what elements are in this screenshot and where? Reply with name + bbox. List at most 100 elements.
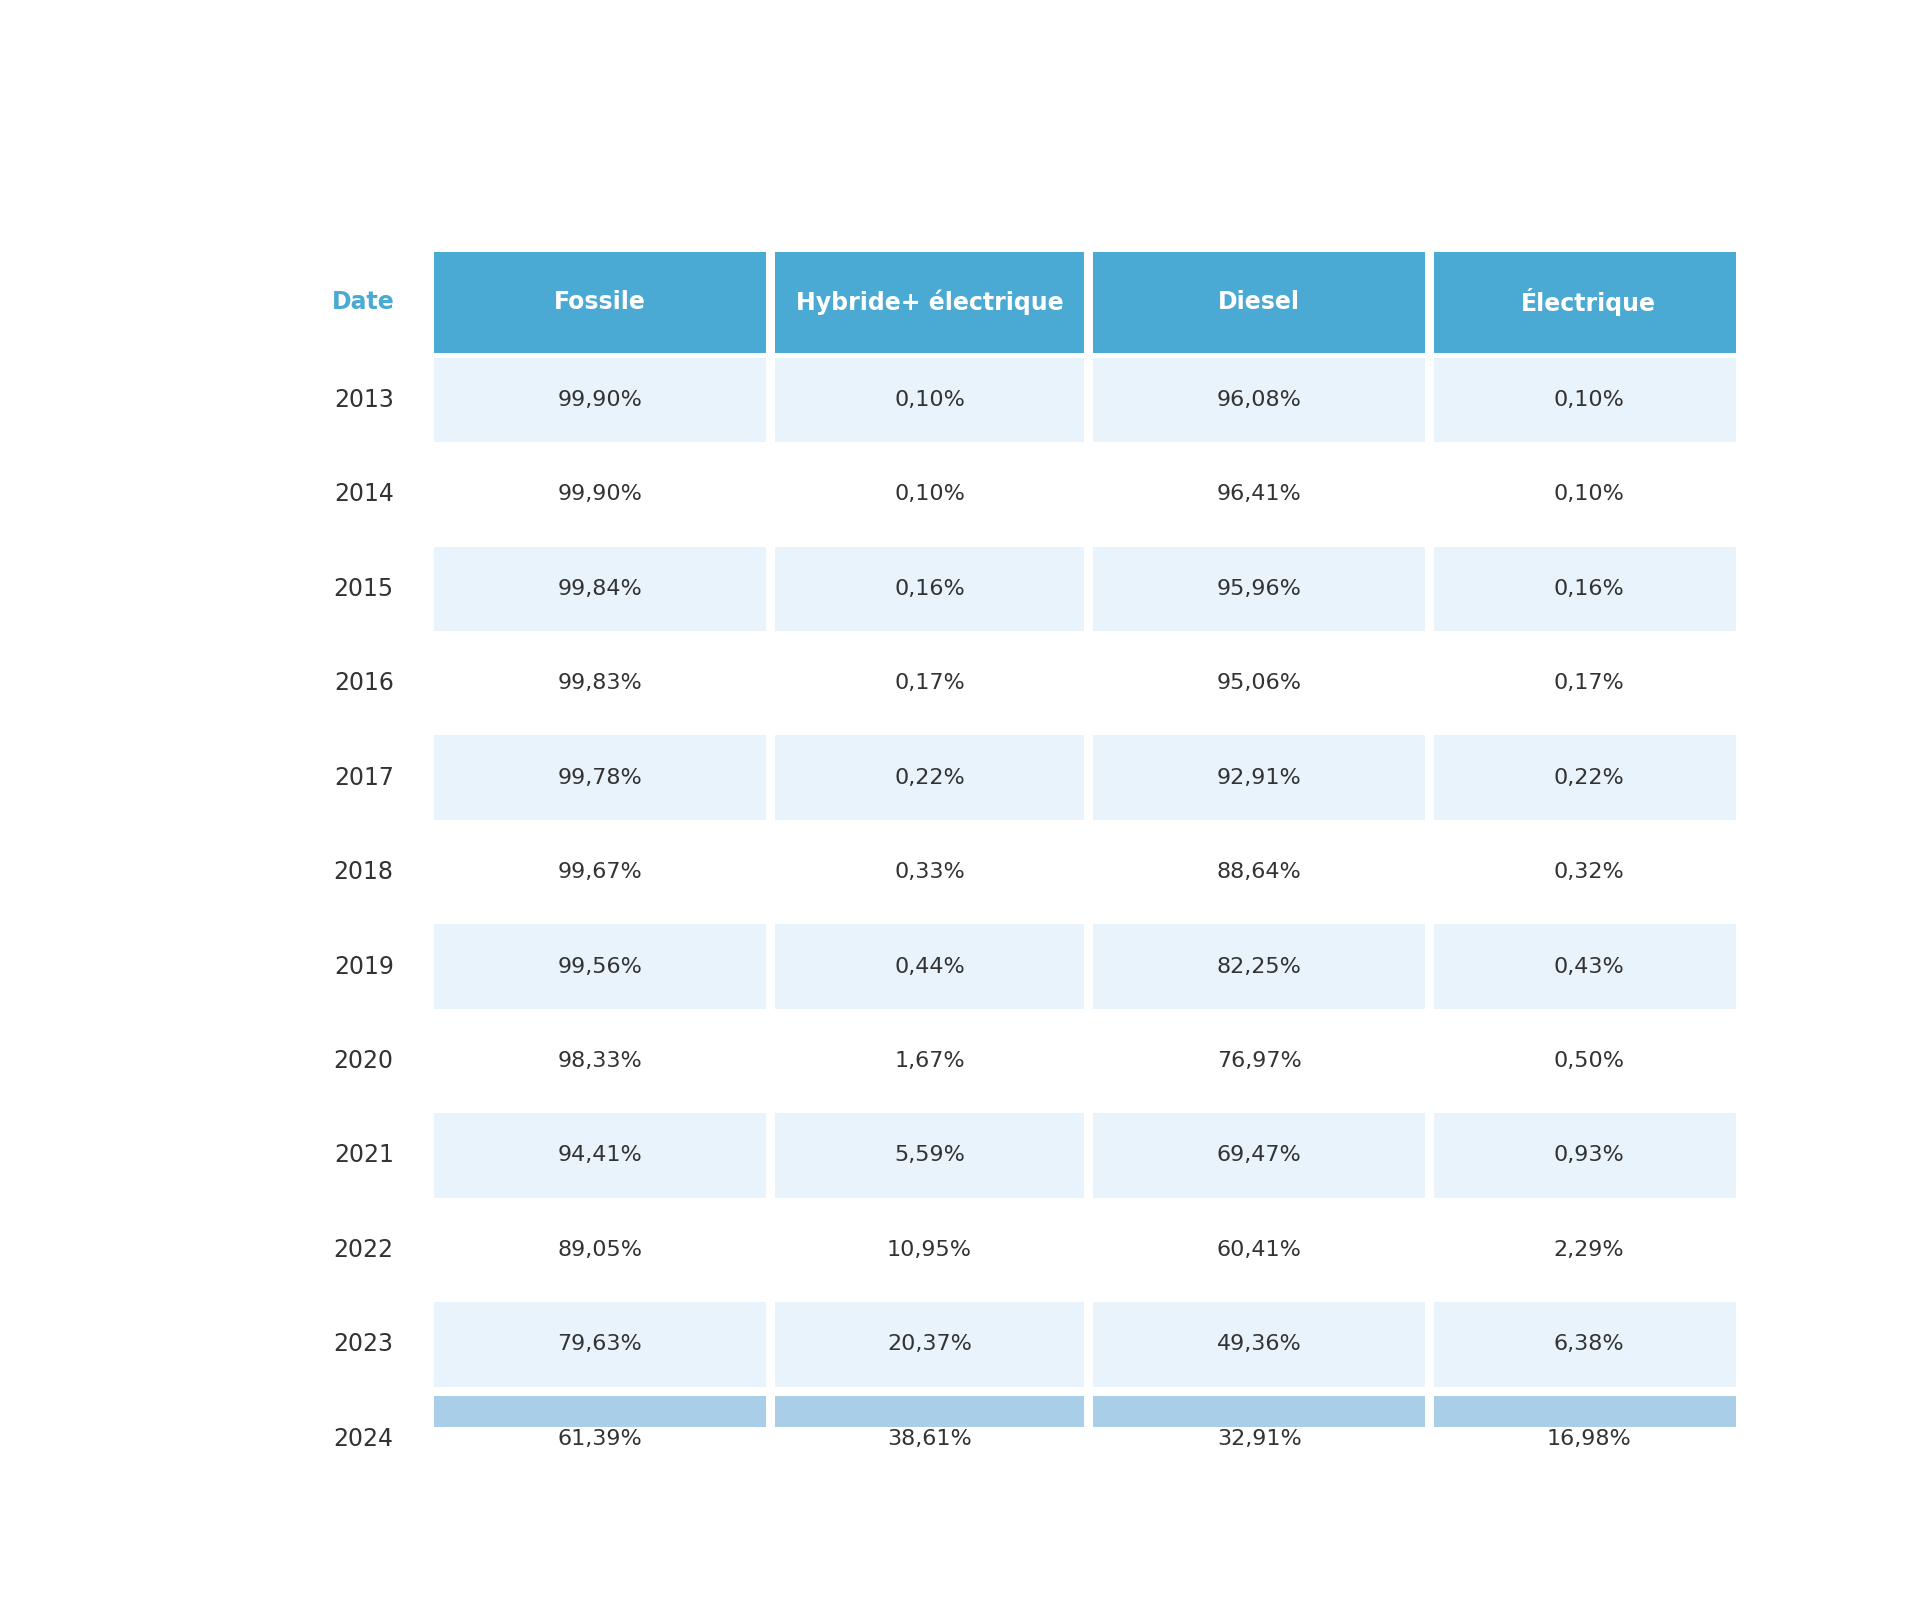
Bar [1094,1302,1426,1387]
Text: Fossile: Fossile [554,290,646,314]
Text: 79,63%: 79,63% [557,1334,642,1355]
Bar [434,641,766,726]
Bar [1094,641,1426,726]
Bar [1094,452,1426,537]
Text: 2023: 2023 [334,1332,394,1356]
Text: 2,29%: 2,29% [1553,1239,1624,1260]
Bar [775,925,1084,1008]
Bar [775,1020,1084,1103]
Bar [775,736,1084,821]
Bar [1433,357,1744,442]
Text: 0,10%: 0,10% [895,484,964,505]
Bar [1094,252,1426,353]
Bar [1433,1020,1744,1103]
Text: 0,33%: 0,33% [895,862,964,882]
Text: 76,97%: 76,97% [1217,1052,1302,1071]
Text: Date: Date [332,290,395,314]
Text: 88,64%: 88,64% [1217,862,1302,882]
Bar [434,925,766,1008]
Bar [434,357,766,442]
Bar [1433,641,1744,726]
Text: 89,05%: 89,05% [557,1239,642,1260]
Text: 96,08%: 96,08% [1217,390,1302,410]
Bar [434,1112,766,1197]
Bar [1094,736,1426,821]
Bar [434,1207,766,1292]
Bar [1433,830,1744,914]
Bar [1433,1302,1744,1387]
Text: 0,50%: 0,50% [1553,1052,1624,1071]
Bar [775,357,1084,442]
Text: 2017: 2017 [334,766,394,790]
Text: 98,33%: 98,33% [557,1052,642,1071]
Bar [1094,547,1426,632]
Text: 38,61%: 38,61% [887,1428,972,1449]
Text: 1,67%: 1,67% [895,1052,964,1071]
Bar [434,452,766,537]
Text: 0,10%: 0,10% [1553,484,1624,505]
Text: 5,59%: 5,59% [895,1146,964,1165]
Text: 2024: 2024 [334,1427,394,1451]
Text: 0,44%: 0,44% [895,957,964,976]
Text: 2021: 2021 [334,1143,394,1167]
Text: 99,56%: 99,56% [557,957,642,976]
Text: Diesel: Diesel [1219,290,1300,314]
Text: 2014: 2014 [334,483,394,507]
Text: 2018: 2018 [334,861,394,885]
Text: 10,95%: 10,95% [887,1239,972,1260]
Bar [434,547,766,632]
Text: 94,41%: 94,41% [557,1146,642,1165]
Text: 61,39%: 61,39% [557,1428,642,1449]
Bar [775,1112,1084,1197]
Bar [434,736,766,821]
Bar [1094,830,1426,914]
Text: 0,16%: 0,16% [1553,579,1624,600]
Text: 0,17%: 0,17% [895,673,964,694]
Text: 60,41%: 60,41% [1217,1239,1302,1260]
Text: 16,98%: 16,98% [1547,1428,1632,1449]
Text: Électrique: Électrique [1522,289,1657,316]
Bar [1094,357,1426,442]
Bar [775,1396,1084,1481]
Text: 2013: 2013 [334,388,394,412]
Bar [775,1302,1084,1387]
Text: 95,06%: 95,06% [1217,673,1302,694]
Text: 0,10%: 0,10% [1553,390,1624,410]
Bar [1433,252,1744,353]
Text: 2019: 2019 [334,954,394,978]
Bar [775,547,1084,632]
Text: 99,78%: 99,78% [557,768,642,787]
Bar [1433,1112,1744,1197]
Text: 99,84%: 99,84% [557,579,642,600]
Bar [1433,925,1744,1008]
Bar [434,830,766,914]
Text: 49,36%: 49,36% [1217,1334,1302,1355]
Text: 0,22%: 0,22% [895,768,964,787]
Bar [434,1302,766,1387]
Text: 0,32%: 0,32% [1553,862,1624,882]
Text: 0,22%: 0,22% [1553,768,1624,787]
Text: 2016: 2016 [334,672,394,696]
Bar [434,1396,766,1481]
Bar [775,452,1084,537]
Text: 2020: 2020 [334,1048,394,1072]
Text: 82,25%: 82,25% [1217,957,1302,976]
Text: 69,47%: 69,47% [1217,1146,1302,1165]
Text: 0,17%: 0,17% [1553,673,1624,694]
Text: Hybride+ électrique: Hybride+ électrique [797,290,1063,314]
Text: 92,91%: 92,91% [1217,768,1302,787]
Bar [1094,1207,1426,1292]
Bar [775,1207,1084,1292]
Bar [1433,452,1744,537]
Text: 32,91%: 32,91% [1217,1428,1302,1449]
Text: 20,37%: 20,37% [887,1334,972,1355]
Bar [1094,1396,1426,1481]
Text: 96,41%: 96,41% [1217,484,1302,505]
Bar [434,252,766,353]
Bar [1094,1020,1426,1103]
Bar [1433,1207,1744,1292]
Bar [1433,547,1744,632]
Bar [1094,925,1426,1008]
Text: 6,38%: 6,38% [1553,1334,1624,1355]
Bar [775,641,1084,726]
